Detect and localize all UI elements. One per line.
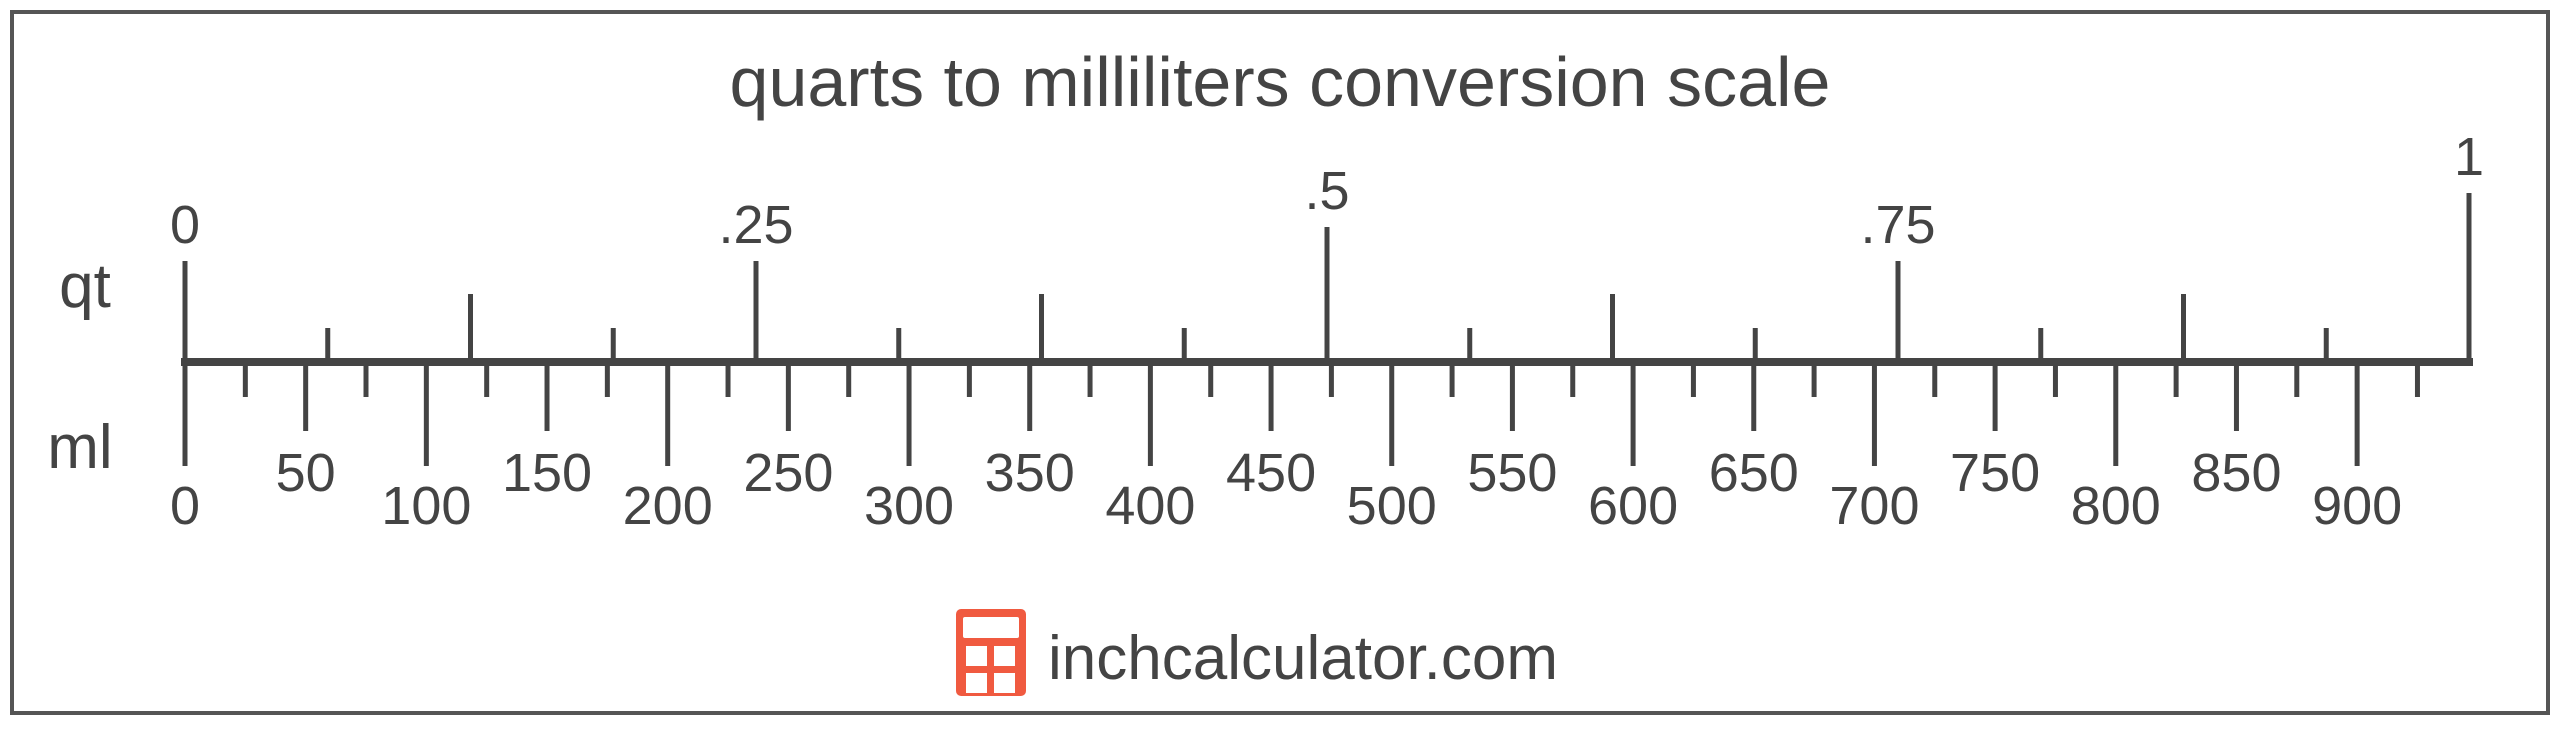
scale-title: quarts to milliliters conversion scale xyxy=(730,43,1831,121)
ml-tick-label: 100 xyxy=(381,476,471,536)
ml-tick-label: 300 xyxy=(864,476,954,536)
ml-tick-label: 850 xyxy=(2191,443,2281,503)
ml-tick-label: 250 xyxy=(743,443,833,503)
ml-tick-label: 700 xyxy=(1829,476,1919,536)
site-name: inchcalculator.com xyxy=(1048,624,1558,693)
ml-tick-label: 800 xyxy=(2071,476,2161,536)
ml-unit-label: ml xyxy=(47,413,112,482)
ml-tick-label: 450 xyxy=(1226,443,1316,503)
ml-tick-label: 500 xyxy=(1347,476,1437,536)
ml-tick-label: 750 xyxy=(1950,443,2040,503)
qt-tick-label: 0 xyxy=(170,195,200,255)
ml-tick-label: 150 xyxy=(502,443,592,503)
ml-tick-label: 600 xyxy=(1588,476,1678,536)
ml-tick-label: 50 xyxy=(276,443,336,503)
calculator-icon xyxy=(956,609,1026,696)
ml-tick-label: 200 xyxy=(623,476,713,536)
ml-tick-label: 400 xyxy=(1105,476,1195,536)
ml-tick-label: 350 xyxy=(985,443,1075,503)
qt-tick-label: .75 xyxy=(1860,195,1935,255)
ml-tick-label: 900 xyxy=(2312,476,2402,536)
qt-unit-label: qt xyxy=(59,252,111,321)
ml-tick-label: 650 xyxy=(1709,443,1799,503)
qt-tick-label: 1 xyxy=(2454,127,2484,187)
ticks-group: 0 .25 .5 .75 1 0 50 100 150 200 250 300 350 400 450 500… xyxy=(170,127,2484,536)
qt-tick-label: .25 xyxy=(718,195,793,255)
ml-tick-label: 0 xyxy=(170,476,200,536)
qt-tick-label: .5 xyxy=(1304,161,1349,221)
ml-tick-label: 550 xyxy=(1467,443,1557,503)
